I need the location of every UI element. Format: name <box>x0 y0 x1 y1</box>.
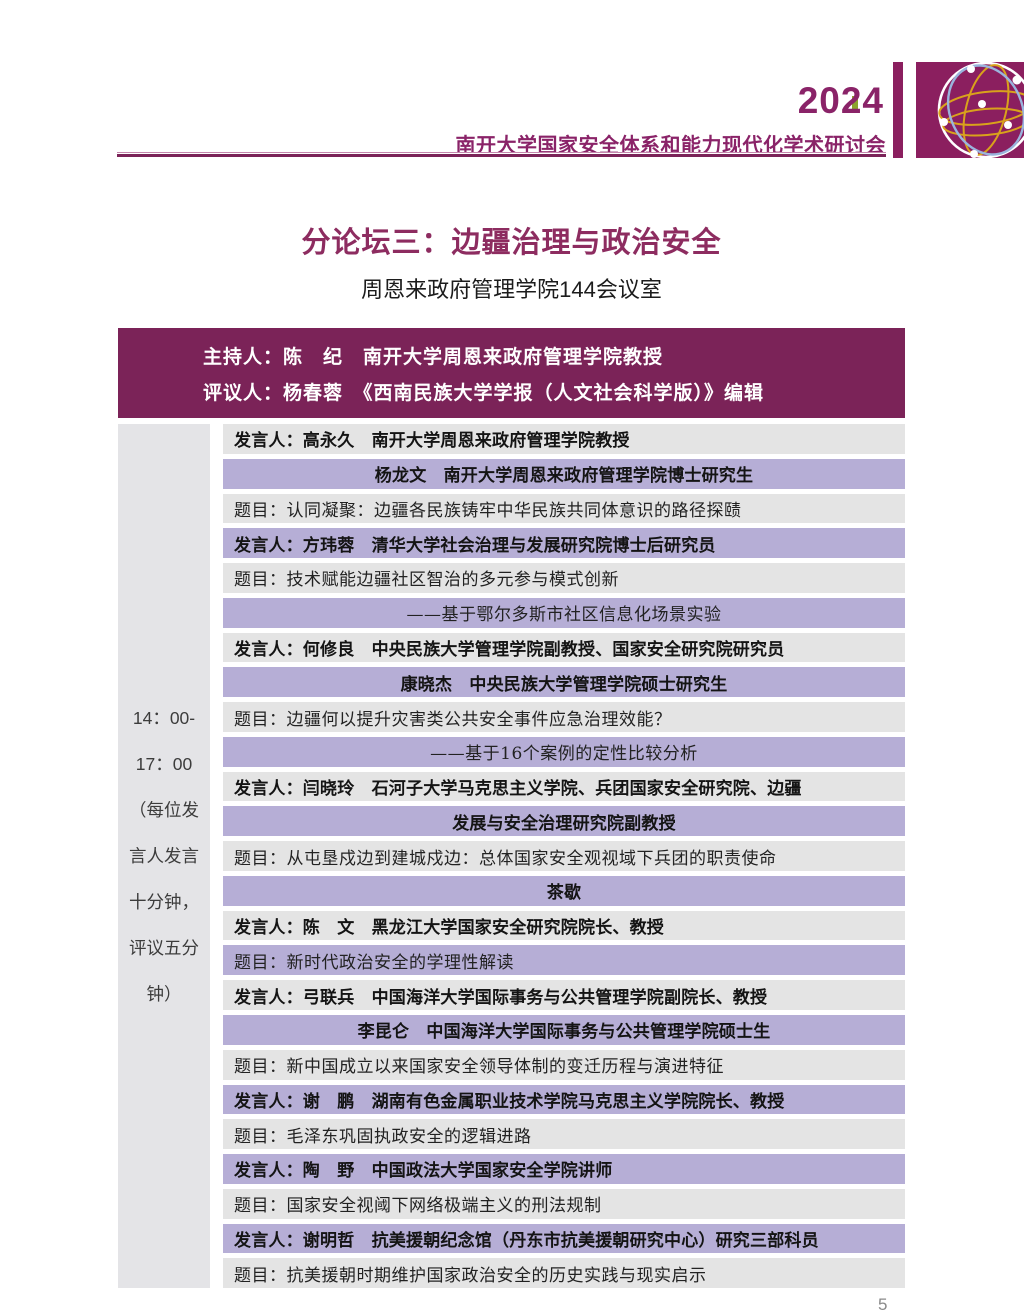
schedule-row: 李昆仑 中国海洋大学国际事务与公共管理学院硕士生 <box>223 1015 905 1045</box>
schedule-row: 发言人：弓联兵 中国海洋大学国际事务与公共管理学院副院长、教授 <box>223 980 905 1011</box>
schedule-row: ——基于鄂尔多斯市社区信息化场景实验 <box>223 597 905 628</box>
schedule-row: 发言人：陈 文 黑龙江大学国家安全研究院院长、教授 <box>223 910 905 941</box>
time-line: 17：00 <box>135 754 193 774</box>
year-accent-mark <box>852 96 858 113</box>
time-line: 评议五分 <box>129 938 199 958</box>
time-line: （每位发 <box>129 800 199 820</box>
venue-label: 周恩来政府管理学院144会议室 <box>361 277 662 302</box>
schedule-row: 题目：边疆何以提升灾害类公共安全事件应急治理效能？ <box>223 702 905 732</box>
schedule-row: 发言人：谢明哲 抗美援朝纪念馆（丹东市抗美援朝研究中心）研究三部科员 <box>223 1223 905 1254</box>
logo-vertical-bar <box>893 62 903 158</box>
schedule-row: 发言人：何修良 中央民族大学管理学院副教授、国家安全研究院研究员 <box>223 632 905 663</box>
schedule-row: 发展与安全治理研究院副教授 <box>223 806 905 837</box>
time-line: 十分钟， <box>129 892 199 912</box>
forum-title: 分论坛三：边疆治理与政治安全 <box>301 227 722 259</box>
schedule-row: 发言人：谢 鹏 湖南有色金属职业技术学院马克思主义学院院长、教授 <box>223 1084 905 1115</box>
schedule-row: 题目：从屯垦戍边到建城戍边：总体国家安全观视域下兵团的职责使命 <box>223 841 905 871</box>
schedule-row: 茶歇 <box>223 875 905 906</box>
schedule-row: 题目：抗美援朝时期维护国家政治安全的历史实践与现实启示 <box>223 1258 905 1289</box>
header-rule <box>117 152 886 157</box>
globe-logo <box>916 62 1024 158</box>
globe-icon <box>916 62 1024 158</box>
time-line: 钟） <box>146 984 182 1004</box>
time-line: 言人发言 <box>129 846 199 866</box>
schedule-row: 题目：技术赋能边疆社区智治的多元参与模式创新 <box>223 563 905 593</box>
schedule-row: 题目：毛泽东巩固执政安全的逻辑进路 <box>223 1119 905 1150</box>
page-number: 5 <box>878 1295 888 1314</box>
schedule-row: 题目：认同凝聚：边疆各民族铸牢中华民族共同体意识的路径探赜 <box>223 493 905 524</box>
schedule-row: ——基于16个案例的定性比较分析 <box>223 736 905 767</box>
moderator-bar: 主持人：陈 纪 南开大学周恩来政府管理学院教授 评议人：杨春蓉 《西南民族大学学… <box>118 328 905 418</box>
schedule-row: 题目：国家安全视阈下网络极端主义的刑法规制 <box>223 1188 905 1219</box>
time-column: 14：00- 17：00 （每位发言人发言十分钟， 评议五分钟） <box>118 424 210 1288</box>
schedule-row: 题目：新时代政治安全的学理性解读 <box>223 945 905 976</box>
schedule-row: 杨龙文 南开大学周恩来政府管理学院博士研究生 <box>223 458 905 489</box>
schedule-row: 发言人：闫晓玲 石河子大学马克思主义学院、兵团国家安全研究院、边疆 <box>223 771 905 802</box>
time-line: 14：00- <box>132 708 196 728</box>
conference-title: 南开大学国家安全体系和能力现代化学术研讨会 <box>455 135 886 157</box>
schedule-row: 发言人：陶 野 中国政法大学国家安全学院讲师 <box>223 1154 905 1184</box>
schedule-row: 康晓杰 中央民族大学管理学院硕士研究生 <box>223 667 905 698</box>
schedule-row: 发言人：高永久 南开大学周恩来政府管理学院教授 <box>223 424 905 454</box>
reviewer-line: 评议人：杨春蓉 《西南民族大学学报（人文社会科学版）》编辑 <box>203 381 765 404</box>
host-line: 主持人：陈 纪 南开大学周恩来政府管理学院教授 <box>203 345 664 368</box>
year-label: 2024 <box>797 80 884 121</box>
schedule-row: 题目：新中国成立以来国家安全领导体制的变迁历程与演进特征 <box>223 1049 905 1080</box>
schedule-rows: 发言人：高永久 南开大学周恩来政府管理学院教授 杨龙文 南开大学周恩来政府管理学院… <box>223 424 905 1289</box>
schedule-row: 发言人：方玮蓉 清华大学社会治理与发展研究院博士后研究员 <box>223 528 905 559</box>
